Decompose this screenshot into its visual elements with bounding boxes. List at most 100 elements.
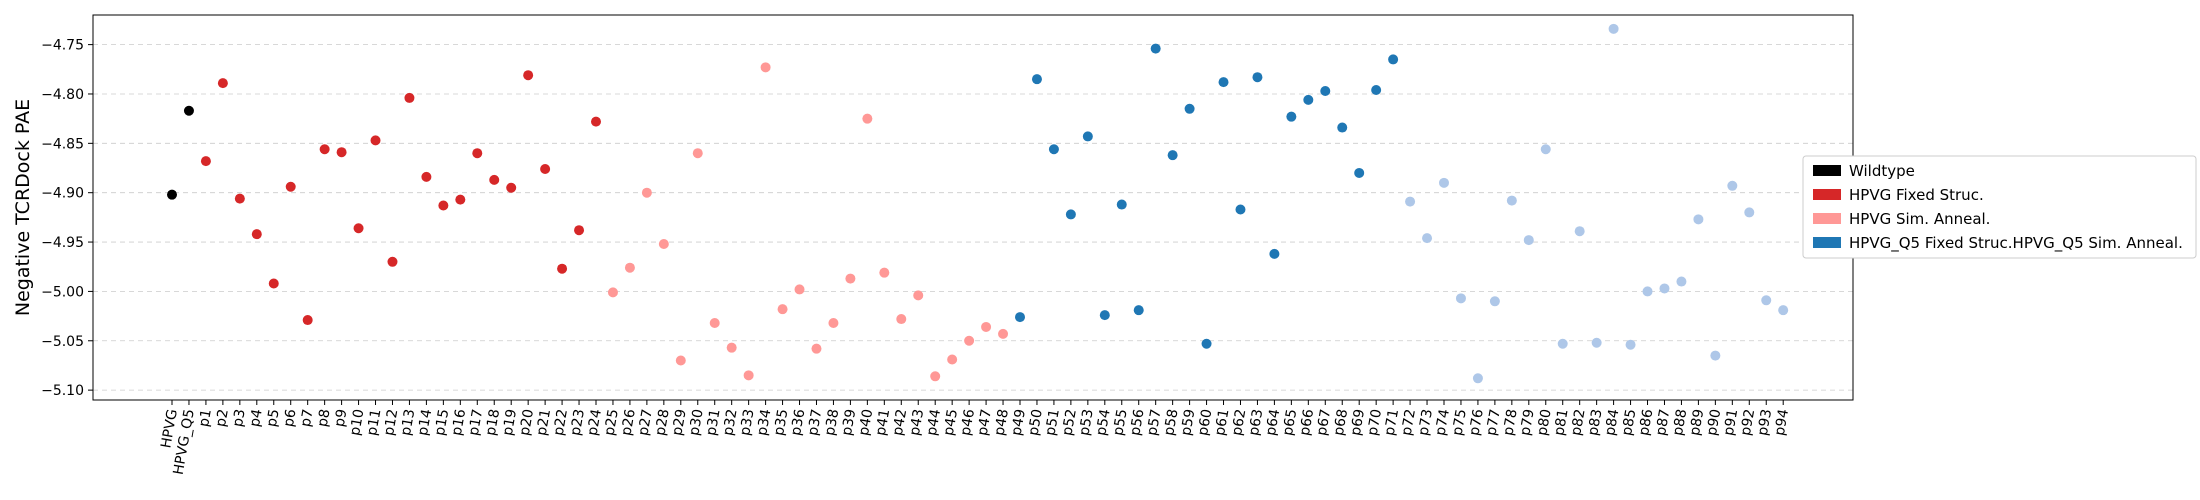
x-tick-label: p39 [839,408,859,437]
legend: Wildtype HPVG Fixed Struc. HPVG Sim. Annea… [1802,155,2197,259]
data-point [845,273,856,284]
data-point [1540,144,1551,155]
data-point [353,223,364,234]
x-tick-label: p57 [1144,408,1164,437]
x-tick-label: p68 [1331,408,1351,437]
data-point [455,194,466,205]
data-point [319,144,330,155]
data-point [1659,283,1670,294]
legend-swatch [1813,237,1841,248]
x-tick-label: p77 [1483,408,1503,437]
x-tick-label: p15 [432,408,452,437]
x-tick-label: p31 [703,408,723,437]
data-point [981,321,992,332]
data-point [1354,167,1365,178]
data-point [726,342,737,353]
legend-label: HPVG Fixed Struc. [1849,186,1984,204]
data-point [1405,196,1416,207]
x-tick-label: p62 [1229,408,1249,437]
data-point [1710,350,1721,361]
x-tick-label: HPVG [158,408,181,450]
x-tick-label: p79 [1517,408,1537,437]
x-tick-label: p91 [1721,408,1741,437]
x-tick-label: p41 [873,408,893,437]
x-tick-label: p88 [1670,408,1690,437]
y-tick-label: −5.05 [41,334,84,350]
x-tick-label: p6 [281,408,300,428]
legend-label: Wildtype [1849,162,1915,180]
x-tick-label: p7 [298,408,317,428]
data-point [1642,286,1653,297]
x-tick-label: p83 [1585,408,1605,437]
data-point [692,148,703,159]
data-point [1744,207,1755,218]
x-tick-label: p33 [737,408,757,437]
data-point [658,239,669,250]
x-tick-label: p72 [1399,408,1419,437]
data-point [879,267,890,278]
data-point [862,113,873,124]
x-tick-label: p12 [381,408,401,437]
x-tick-label: p80 [1534,408,1554,437]
legend-swatch [1813,165,1841,176]
x-tick-label: p66 [1297,408,1317,437]
data-point [506,182,517,193]
data-point [709,318,720,328]
x-tick-label: p8 [315,408,334,428]
data-point [1523,235,1534,246]
x-tick-label: p42 [890,408,910,437]
x-tick-label: p13 [398,408,418,437]
data-point [1591,337,1602,348]
data-point [370,135,381,146]
data-point [1252,72,1263,83]
data-point [1235,204,1246,215]
x-tick-label: p87 [1653,408,1673,437]
x-tick-label: p20 [517,408,537,437]
data-point [1337,122,1348,133]
data-point [1472,373,1483,384]
data-point [607,287,618,298]
data-point [1371,85,1382,96]
x-tick-label: p11 [364,408,384,437]
x-tick-label: p51 [1042,408,1062,437]
x-tick-label: p45 [941,408,961,437]
x-tick-label: p50 [1026,408,1046,437]
data-point [1133,305,1144,316]
x-tick-label: p58 [1161,408,1181,437]
data-point [1676,276,1687,287]
data-point [489,174,500,185]
data-point [1608,23,1619,34]
data-point [794,284,805,295]
y-tick-label: −4.85 [41,136,84,152]
data-point [998,328,1009,339]
x-tick-label: p17 [466,408,486,437]
x-tick-label: p84 [1602,408,1622,437]
x-tick-label: p47 [975,408,995,437]
data-point [1422,233,1433,244]
y-tick-label: −5.00 [41,284,84,300]
x-tick-label: p37 [805,408,825,437]
x-tick-label: p2 [213,408,232,428]
x-tick-label: p81 [1551,408,1571,437]
data-point [675,355,686,366]
x-tick-label: p60 [1195,408,1215,437]
data-point [574,225,585,236]
x-tick-label: p26 [618,408,638,437]
data-point [947,354,958,365]
x-tick-label: p63 [1246,408,1266,437]
data-point [540,164,551,174]
x-tick-label: p23 [568,408,588,437]
x-tick-label: p56 [1127,408,1147,437]
x-tick-label: p10 [347,408,367,437]
x-tick-label: p19 [500,408,520,437]
data-point [200,156,211,167]
data-point [1388,54,1399,65]
data-point [624,262,635,273]
x-tick-label: p69 [1348,408,1368,437]
x-tick-label: p36 [788,408,808,437]
data-point [777,304,788,315]
y-tick-label: −4.75 [41,38,84,54]
legend-box [1802,155,2197,259]
x-tick-label: p76 [1466,408,1486,437]
